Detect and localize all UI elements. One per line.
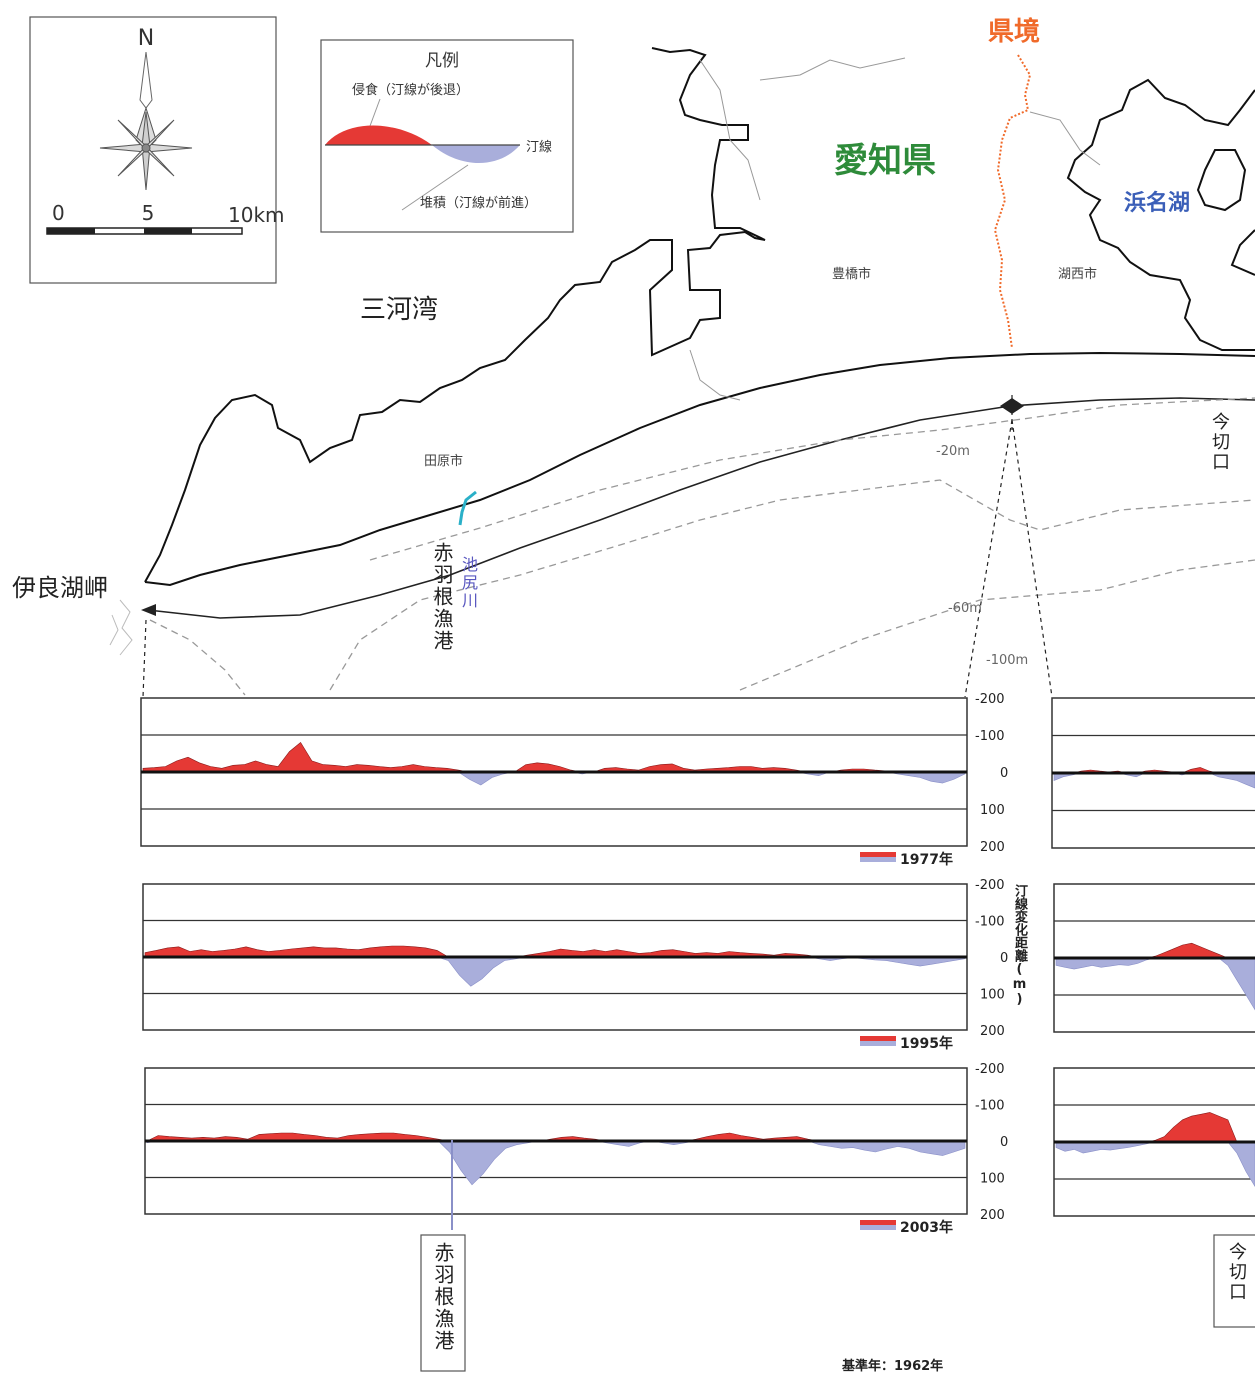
toyohashi-label: 豊橋市 [832, 266, 871, 282]
irago-label: 伊良湖岬 [12, 574, 108, 602]
year-legend-accretion-swatch [860, 857, 896, 862]
axis-tick-label: -100 [975, 915, 1005, 930]
scale-tick-5: 5 [142, 201, 155, 225]
shoreline-change-panels: -200 -100 0 100 200 1977年 -200 -100 0 100 200 1995年… [140, 692, 1255, 1236]
scale-tick-10: 10km [228, 203, 285, 227]
base-year-label: 基準年：1962年 [841, 1358, 943, 1374]
legend-title: 凡例 [425, 51, 459, 71]
depth-contours [149, 397, 1255, 696]
aichi-label: 愛知県 [834, 141, 936, 181]
inland-borders [689, 57, 1101, 401]
year-legend-label: 1995年 [900, 1035, 953, 1052]
axis-tick-label: 0 [1000, 1135, 1008, 1150]
year-legend-erosion-swatch [860, 1036, 896, 1041]
kosai-label: 湖西市 [1058, 266, 1097, 282]
year-legend-erosion-swatch [860, 1220, 896, 1225]
depth-20-label: -20m [936, 444, 970, 459]
prefecture-border-label: 県境 [988, 16, 1040, 47]
scale-bar [46, 227, 243, 235]
year-legend-label: 2003年 [900, 1219, 953, 1236]
axis-tick-label: 200 [980, 1024, 1005, 1039]
compass-rose-icon [99, 51, 193, 191]
legend-box: 凡例 侵食（汀線が後退） 汀線 堆積（汀線が前進） [320, 39, 574, 233]
axis-tick-label: 200 [980, 840, 1005, 855]
axis-tick-label: 100 [980, 803, 1005, 818]
prefecture-border-line [993, 54, 1032, 349]
ikesawa-river-label: 池尻川 [459, 556, 478, 610]
axis-tick-label: -200 [975, 878, 1005, 893]
axis-tick-label: -200 [975, 692, 1005, 707]
tahara-label: 田原市 [424, 453, 463, 469]
depth-100-label: -100m [986, 653, 1028, 668]
axis-tick-label: 100 [980, 1172, 1005, 1187]
axis-tick-label: 100 [980, 988, 1005, 1003]
legend-shoreline-label: 汀線 [526, 139, 552, 155]
akabane-callout-label: 赤羽根漁港 [431, 1242, 455, 1352]
scale-tick-0: 0 [52, 201, 65, 225]
change-panel-1: -200 -100 0 100 200 1977年 [140, 692, 1255, 868]
year-legend-accretion-swatch [860, 1041, 896, 1046]
irago-reef [109, 599, 133, 656]
year-legend-label: 1977年 [900, 851, 953, 868]
axis-tick-label: 0 [1000, 766, 1008, 781]
y-axis-label: 汀線変化距離(m) [1012, 884, 1027, 1007]
depth-60-label: -60m [948, 601, 982, 616]
axis-tick-label: 200 [980, 1208, 1005, 1223]
north-label: N [138, 26, 154, 51]
year-legend-erosion-swatch [860, 852, 896, 857]
change-panel-3: -200 -100 0 100 200 2003年 [144, 1062, 1255, 1236]
compass-box: N 0 5 10km [29, 16, 285, 284]
ikesawa-river-line [458, 490, 477, 526]
imagire-callout-label: 今切口 [1226, 1242, 1247, 1302]
legend-erosion-label: 侵食（汀線が後退） [352, 82, 469, 98]
axis-tick-label: -200 [975, 1062, 1005, 1077]
projection-lines [142, 395, 1053, 698]
legend-accretion-label: 堆積（汀線が前進） [420, 195, 537, 211]
hamanako-label: 浜名湖 [1124, 190, 1190, 216]
legend-accretion-swatch [432, 145, 520, 164]
axis-tick-label: 0 [1000, 951, 1008, 966]
coast-reference-arc [141, 397, 1255, 619]
axis-tick-label: -100 [975, 729, 1005, 744]
legend-erosion-swatch [325, 125, 432, 145]
year-legend-accretion-swatch [860, 1225, 896, 1230]
change-panel-2: -200 -100 0 100 200 1995年 [142, 878, 1255, 1052]
mikawa-bay-label: 三河湾 [360, 295, 438, 325]
akabane-map-label: 赤羽根漁港 [430, 542, 454, 652]
akabane-callout-box [420, 1234, 466, 1372]
axis-tick-label: -100 [975, 1099, 1005, 1114]
imagire-map-label: 今切口 [1209, 412, 1230, 472]
coastline [144, 47, 1255, 587]
imagire-callout-box [1213, 1234, 1255, 1328]
